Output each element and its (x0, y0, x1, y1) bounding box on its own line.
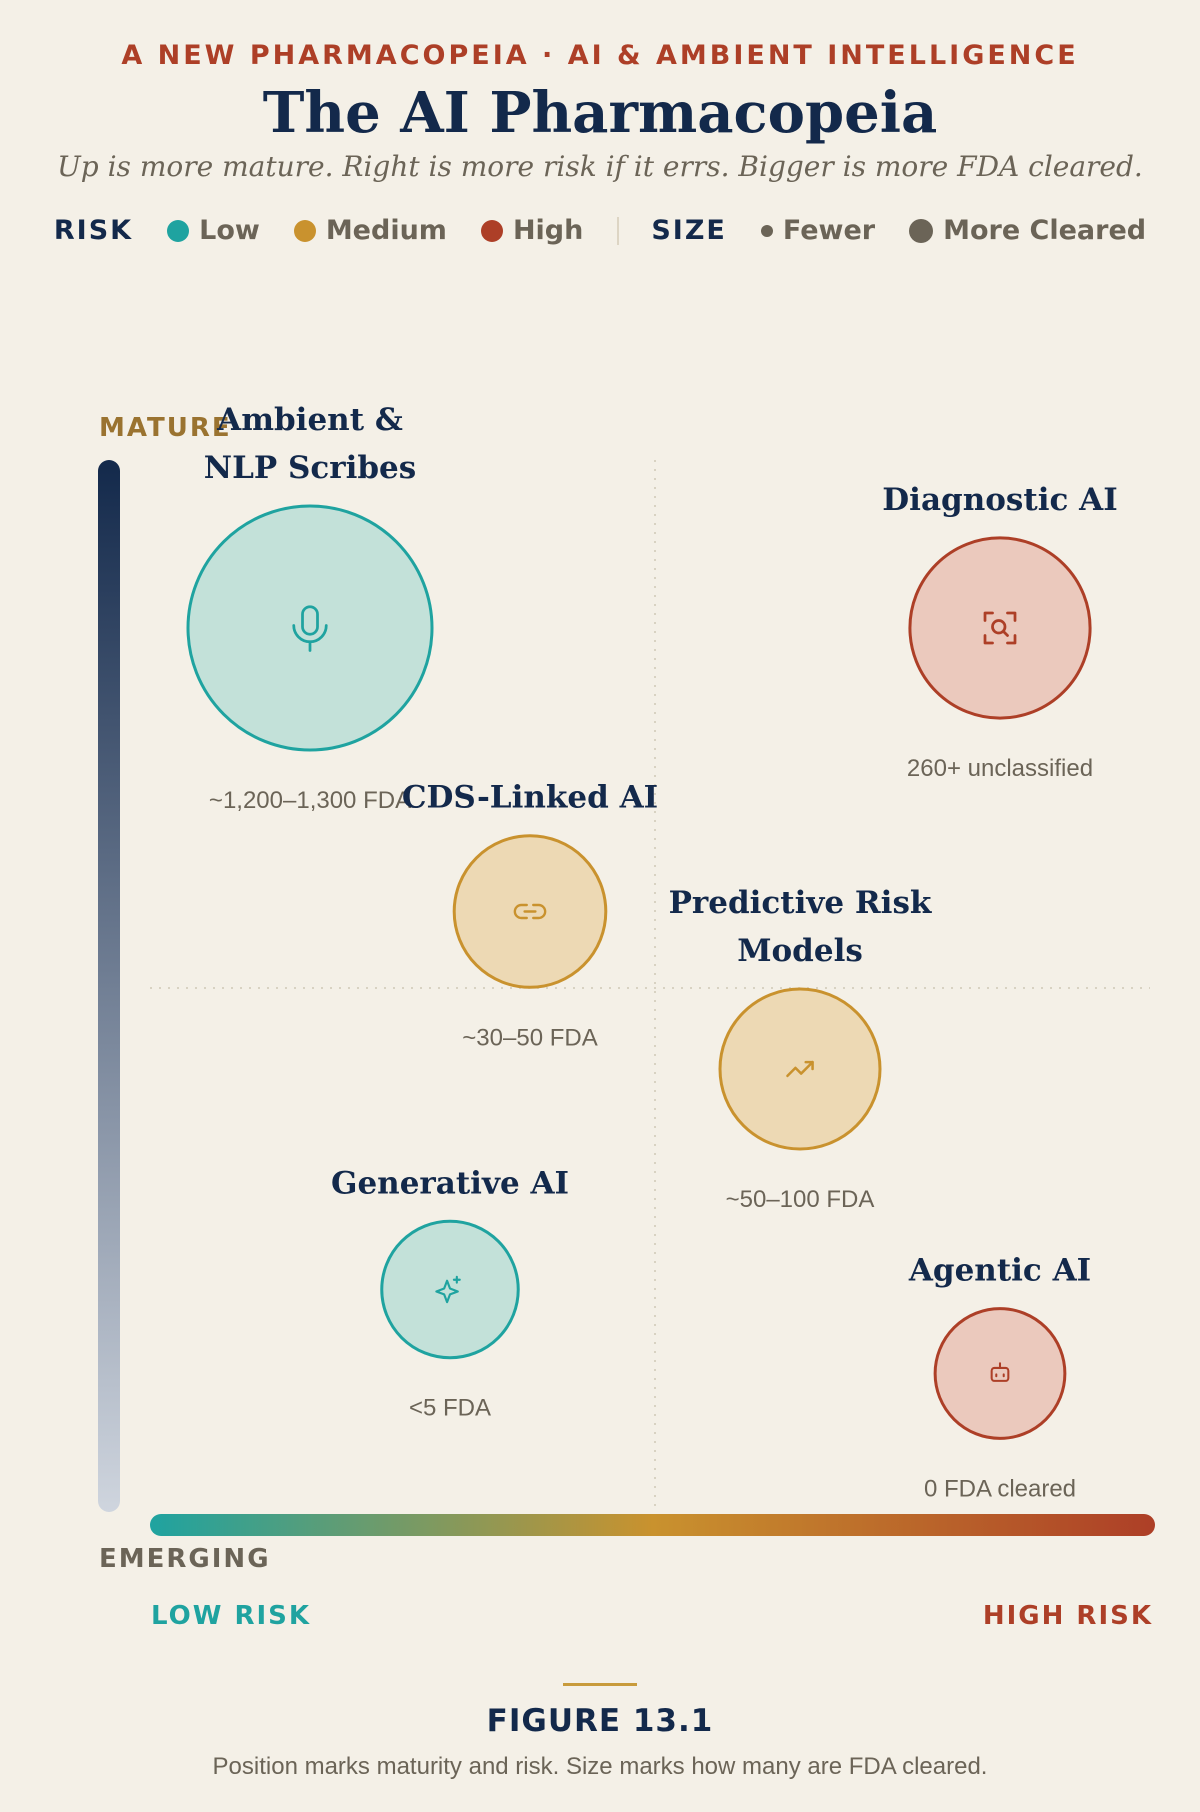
bubble-high-5 (933, 1307, 1067, 1440)
axis-label-mature: MATURE (99, 413, 232, 443)
legend-item-medium: Medium (293, 215, 447, 246)
bubble-note: 0 FDA cleared (924, 1475, 1076, 1502)
legend-dot-more (909, 218, 934, 243)
bubble-group: Ambient & NLP Scribes ~1,200–1,300 FDA (186, 402, 434, 814)
bubble-low-0 (186, 504, 434, 752)
legend-dot-medium (293, 219, 316, 242)
sparkles-icon (435, 1275, 461, 1304)
legend-dot-high (480, 219, 503, 242)
link-icon (513, 903, 547, 920)
eyebrow: A NEW PHARMACOPEIA · AI & AMBIENT INTELL… (121, 40, 1079, 71)
bubble-note: <5 FDA (409, 1395, 491, 1422)
legend: RISK Low Medium High SIZE Fewer More Cle… (0, 215, 1200, 246)
legend-label-more: More Cleared (943, 215, 1147, 246)
footer-rule (563, 1683, 637, 1686)
figure-label: FIGURE 13.1 (486, 1703, 714, 1739)
axis-label-high-risk: HIGH RISK (983, 1601, 1153, 1631)
legend-label-high: High (512, 215, 584, 246)
bubble-note: 260+ unclassified (907, 755, 1093, 782)
bubble-group: Diagnostic AI 260+ unclassified (882, 482, 1117, 782)
legend-item-fewer: Fewer (760, 215, 876, 246)
risk-axis-bar (150, 1514, 1155, 1536)
bubble-group: Generative AI <5 FDA (331, 1165, 569, 1421)
bubble-label: Agentic AI (908, 1253, 1091, 1289)
figure-caption: Position marks maturity and risk. Size m… (212, 1753, 988, 1780)
bubble-note: ~30–50 FDA (462, 1024, 597, 1051)
legend-label-fewer: Fewer (782, 215, 876, 246)
bubble-high-1 (908, 536, 1092, 720)
bubble-group: Agentic AI 0 FDA cleared (908, 1253, 1091, 1503)
legend-dot-fewer (760, 224, 773, 237)
bubble-label: Diagnostic AI (882, 482, 1117, 518)
bubble-medium-3 (718, 987, 882, 1151)
maturity-axis-bar (98, 460, 120, 1512)
axis-label-emerging: EMERGING (99, 1544, 271, 1574)
bubble-group: CDS-Linked AI ~30–50 FDA (402, 780, 658, 1052)
legend-risk-key: RISK (53, 215, 134, 246)
legend-label-low: Low (199, 215, 260, 246)
microphone-icon (292, 605, 328, 652)
bubble-label: Predictive Risk Models (669, 885, 933, 969)
bubble-label: Generative AI (331, 1165, 569, 1201)
trending-up-icon (786, 1060, 814, 1078)
bubble-note: ~1,200–1,300 FDA (209, 787, 411, 814)
legend-size-key: SIZE (651, 215, 727, 246)
legend-item-high: High (480, 215, 584, 246)
robot-icon (990, 1362, 1010, 1382)
axis-label-low-risk: LOW RISK (151, 1601, 311, 1631)
legend-divider (617, 216, 620, 245)
scan-search-icon (983, 611, 1017, 645)
bubble-group: Predictive Risk Models ~50–100 FDA (669, 885, 933, 1213)
legend-label-medium: Medium (325, 215, 447, 246)
bubble-label: Ambient & NLP Scribes (204, 402, 416, 486)
legend-item-more: More Cleared (909, 215, 1146, 246)
bubble-note: ~50–100 FDA (726, 1186, 875, 1213)
bubble-label: CDS-Linked AI (402, 780, 658, 816)
page-title: The AI Pharmacopeia (262, 80, 938, 146)
subtitle: Up is more mature. Right is more risk if… (57, 150, 1143, 183)
legend-dot-low (167, 219, 190, 242)
legend-item-low: Low (167, 215, 260, 246)
